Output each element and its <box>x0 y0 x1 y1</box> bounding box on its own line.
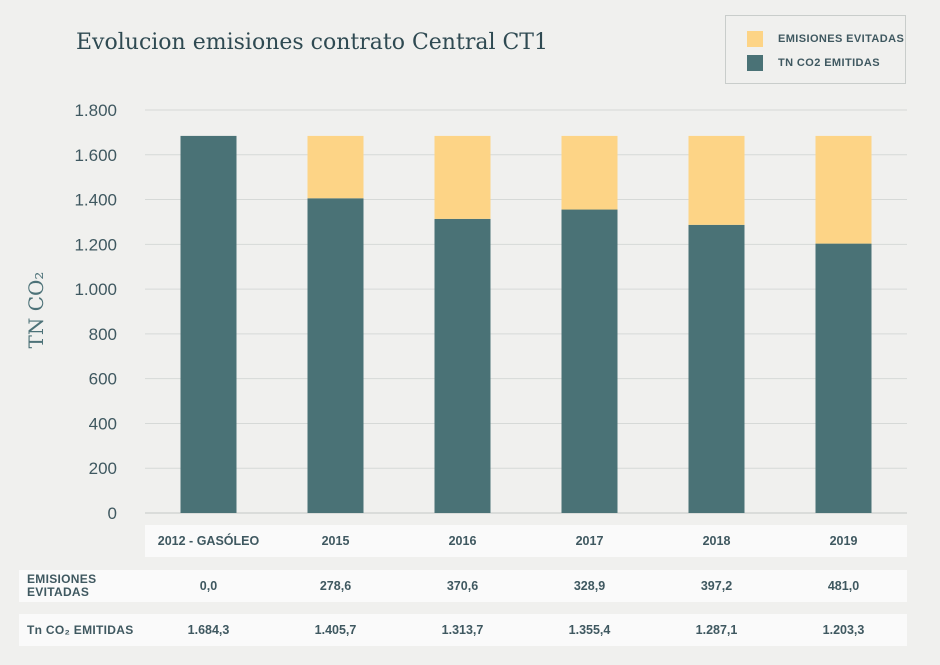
table-cell: 1.287,1 <box>695 623 738 637</box>
bar-evitadas <box>561 135 618 210</box>
legend: EMISIONES EVITADAS TN CO2 EMITIDAS <box>725 15 906 84</box>
bar-emitidas <box>815 243 872 514</box>
table-cell: 370,6 <box>446 579 479 593</box>
bar-emitidas <box>688 224 745 513</box>
x-tick-label: 2015 <box>321 534 350 548</box>
table-cell: 481,0 <box>827 579 860 593</box>
table-cell: 1.203,3 <box>822 623 865 637</box>
x-tick-label: 2016 <box>448 534 477 548</box>
bar-evitadas <box>815 135 872 244</box>
x-axis-category-row: 2012 - GASÓLEO 2015 2016 2017 2018 2019 <box>145 525 907 557</box>
y-tick-label: 200 <box>89 459 117 478</box>
y-tick-label: 1.800 <box>74 101 117 120</box>
bar-evitadas <box>688 135 745 225</box>
x-tick-label: 2018 <box>702 534 731 548</box>
table-cell: 397,2 <box>700 579 733 593</box>
legend-label-emitidas: TN CO2 EMITIDAS <box>778 57 880 69</box>
y-tick-label: 800 <box>89 325 117 344</box>
table-row-label: Tn CO₂ EMITIDAS <box>27 622 134 637</box>
y-tick-label: 1.600 <box>74 146 117 165</box>
table-cell: 278,6 <box>319 579 352 593</box>
y-tick-label: 1.000 <box>74 280 117 299</box>
bar-emitidas <box>434 218 491 513</box>
legend-item-emitidas: TN CO2 EMITIDAS <box>747 55 880 71</box>
table-cell: 1.405,7 <box>314 623 357 637</box>
bar-evitadas <box>434 135 491 219</box>
y-tick-label: 600 <box>89 370 117 389</box>
chart-plot: 0 200 400 600 800 1.000 1.200 1.400 1.600 1.800 <box>74 101 907 523</box>
table-cell: 0,0 <box>199 579 218 593</box>
x-tick-label: 2017 <box>575 534 604 548</box>
table-cell: 1.313,7 <box>441 623 484 637</box>
table-cell: 328,9 <box>573 579 606 593</box>
y-tick-label: 1.400 <box>74 191 117 210</box>
legend-swatch-evitadas <box>747 31 763 47</box>
bar-evitadas <box>307 135 364 199</box>
x-tick-label: 2019 <box>829 534 858 548</box>
bar-emitidas <box>180 135 237 514</box>
bar-emitidas <box>307 198 364 513</box>
x-tick-label: 2012 - GASÓLEO <box>157 534 260 548</box>
y-tick-label: 400 <box>89 414 117 433</box>
legend-swatch-emitidas <box>747 55 763 71</box>
table-cell: 1.684,3 <box>187 623 230 637</box>
legend-label-evitadas: EMISIONES EVITADAS <box>778 33 905 45</box>
table-row-evitadas: EMISIONES EVITADAS 0,0 278,6 370,6 328,9 397,… <box>19 570 907 602</box>
legend-item-evitadas: EMISIONES EVITADAS <box>747 31 904 47</box>
chart-title: Evolucion emisiones contrato Central CT1 <box>76 30 548 55</box>
table-cell: 1.355,4 <box>568 623 611 637</box>
y-tick-label: 1.200 <box>74 235 117 254</box>
y-tick-label: 0 <box>108 504 117 523</box>
bar-emitidas <box>561 209 618 513</box>
table-row-emitidas: Tn CO₂ EMITIDAS 1.684,3 1.405,7 1.313,7 1.35… <box>19 614 907 646</box>
table-row-label: EMISIONES EVITADAS <box>27 572 97 599</box>
